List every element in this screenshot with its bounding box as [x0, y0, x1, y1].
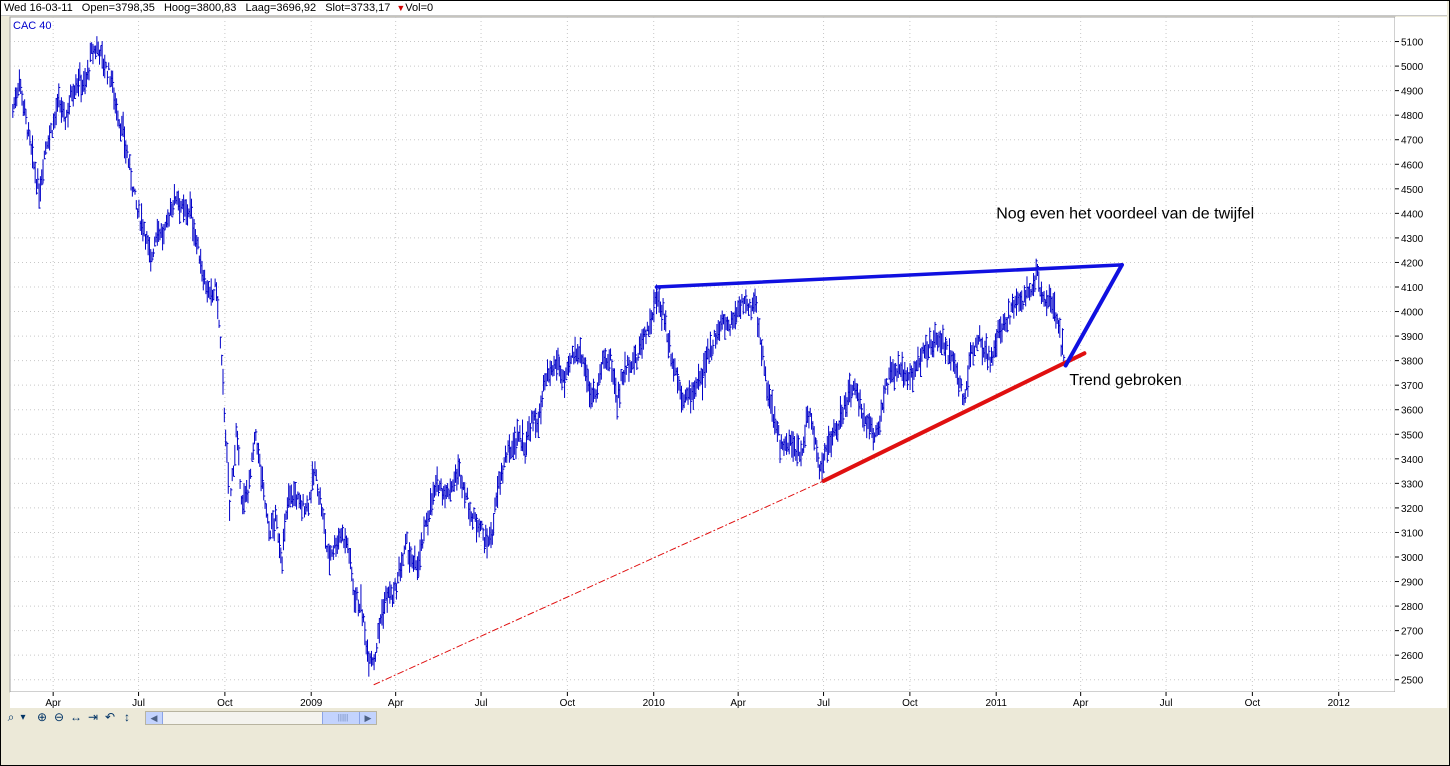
x-tick-label: Oct	[902, 698, 918, 708]
x-tick-label: Oct	[217, 698, 233, 708]
x-tick-label: Apr	[45, 698, 61, 708]
y-tick-label: 4900	[1401, 87, 1424, 98]
zoom-in-icon[interactable]: ⊕	[36, 710, 48, 724]
y-tick-label: 4300	[1401, 234, 1424, 245]
info-date: Wed 16-03-11	[4, 2, 73, 14]
y-tick-label: 2900	[1401, 578, 1424, 589]
y-tick-label: 2800	[1401, 602, 1424, 613]
trendlines	[654, 262, 1124, 483]
chart-title: CAC 40	[13, 20, 52, 32]
y-tick-label: 3700	[1401, 381, 1424, 392]
y-tick-label: 4100	[1401, 283, 1424, 294]
y-tick-label: 3900	[1401, 332, 1424, 343]
y-tick-label: 5000	[1401, 62, 1424, 73]
y-tick-label: 2500	[1401, 676, 1424, 687]
y-tick-label: 4700	[1401, 136, 1424, 147]
y-tick-label: 3000	[1401, 553, 1424, 564]
trendline-extension	[373, 480, 825, 686]
y-tick-label: 4500	[1401, 185, 1424, 196]
vertical-fit-icon[interactable]: ↕	[124, 710, 130, 724]
y-tick-label: 2600	[1401, 651, 1424, 662]
down-arrow-icon: ▼	[396, 3, 406, 13]
x-axis-area	[10, 692, 1447, 708]
projection-line	[1063, 262, 1124, 368]
y-tick-label: 4600	[1401, 160, 1424, 171]
y-tick-label: 3600	[1401, 406, 1424, 417]
y-tick-label: 4800	[1401, 111, 1424, 122]
dropdown-arrow-icon[interactable]: ▾	[20, 712, 26, 723]
x-tick-label: 2010	[643, 698, 666, 708]
price-chart[interactable]: 2500 2600 2700 2800 2900 3000 3100 3200 3300 3400…	[0, 0, 1450, 708]
info-close: Slot=3733,17	[325, 2, 391, 14]
x-tick-label: Oct	[1245, 698, 1261, 708]
support-extension-line	[373, 480, 825, 686]
info-open: Open=3798,35	[81, 2, 155, 14]
x-tick-label: Jul	[817, 698, 830, 708]
y-axis-ticks: 2500 2600 2700 2800 2900 3000 3100 3200 3300 3400…	[1395, 38, 1424, 687]
y-tick-label: 4000	[1401, 308, 1424, 319]
time-scrollbar[interactable]: ◀ ||||| ▶	[145, 711, 377, 725]
fit-width-icon[interactable]: ↔	[70, 710, 82, 724]
y-tick-label: 4400	[1401, 209, 1424, 220]
scroll-end-icon[interactable]: ⇥	[87, 710, 99, 724]
y-tick-label: 2700	[1401, 627, 1424, 638]
x-tick-label: 2009	[300, 698, 323, 708]
scroll-left-button[interactable]: ◀	[146, 712, 163, 724]
x-tick-label: 2012	[1328, 698, 1351, 708]
chart-toolbar: ⌕ ▾ ⊕ ⊖ ↔ ⇥ ↶ ↕ ◀ ||||| ▶	[1, 708, 1447, 728]
y-tick-label: 3300	[1401, 479, 1424, 490]
scroll-thumb[interactable]: |||||	[322, 712, 364, 724]
x-tick-label: Jul	[1160, 698, 1173, 708]
y-tick-label: 3400	[1401, 455, 1424, 466]
annotation-label: Trend gebroken	[1069, 372, 1181, 389]
support-line	[821, 351, 1087, 483]
resistance-line	[654, 263, 1124, 289]
price-bars	[12, 36, 1066, 677]
info-low: Laag=3696,92	[245, 2, 317, 14]
annotations: Nog even het voordeel van de twijfel Tren…	[996, 205, 1254, 389]
info-vol: Vol=0	[405, 2, 434, 14]
y-tick-label: 3500	[1401, 430, 1424, 441]
info-high: Hoog=3800,83	[163, 2, 237, 14]
y-tick-label: 4200	[1401, 258, 1424, 269]
y-tick-label: 5100	[1401, 38, 1424, 49]
info-bar: Wed 16-03-11 Open=3798,35 Hoog=3800,83 L…	[1, 1, 1447, 16]
y-axis-area	[1395, 17, 1447, 692]
x-axis-ticks: Apr Jul Oct 2009 Apr Jul Oct 2010 Apr Jul Oct 2011 A…	[45, 692, 1350, 708]
x-tick-label: Apr	[1073, 698, 1089, 708]
x-tick-label: Jul	[132, 698, 145, 708]
x-tick-label: Apr	[730, 698, 746, 708]
annotation-label: Nog even het voordeel van de twijfel	[996, 205, 1254, 222]
undo-icon[interactable]: ↶	[104, 710, 116, 724]
zoom-out-icon[interactable]: ⊖	[53, 710, 65, 724]
x-tick-label: Jul	[475, 698, 488, 708]
scroll-right-button[interactable]: ▶	[359, 712, 376, 724]
y-tick-label: 3800	[1401, 357, 1424, 368]
x-tick-label: Apr	[388, 698, 404, 708]
zoom-icon[interactable]: ⌕	[7, 710, 15, 724]
plot-area	[9, 16, 1396, 693]
x-tick-label: Oct	[560, 698, 576, 708]
y-tick-label: 3100	[1401, 528, 1424, 539]
y-tick-label: 3200	[1401, 504, 1424, 515]
x-tick-label: 2011	[985, 698, 1007, 708]
